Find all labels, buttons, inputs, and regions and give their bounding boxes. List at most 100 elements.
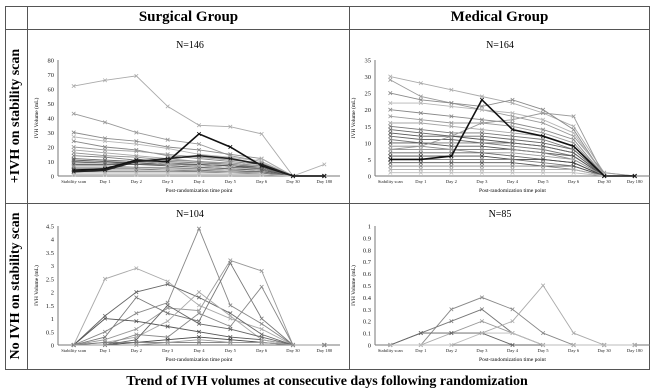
y-axis-label: IVH Volume (mL) xyxy=(350,97,357,138)
data-point-marker xyxy=(388,130,393,135)
x-tick-label: Stability scan xyxy=(61,348,87,353)
x-tick-label: Day 1 xyxy=(415,179,427,184)
data-point-marker xyxy=(418,342,423,348)
data-point-marker xyxy=(449,114,454,119)
series-line xyxy=(73,227,325,346)
data-point-marker xyxy=(134,311,139,316)
data-point-marker xyxy=(449,157,454,162)
y-tick-label: 20 xyxy=(48,145,55,152)
data-point-marker xyxy=(602,342,607,348)
data-point-marker xyxy=(449,147,454,152)
data-point-marker xyxy=(418,144,423,149)
data-point-marker xyxy=(102,120,108,125)
data-point-marker xyxy=(540,110,546,116)
data-point-marker xyxy=(165,137,170,142)
data-point-marker xyxy=(388,157,393,162)
data-point-marker xyxy=(449,104,454,109)
series-line xyxy=(73,285,325,346)
y-tick-label: 0.5 xyxy=(46,329,54,336)
data-point-marker xyxy=(479,154,485,159)
data-point-marker xyxy=(449,170,454,175)
data-point-marker xyxy=(259,334,264,340)
y-tick-label: 0.1 xyxy=(363,331,371,338)
y-tick-label: 1 xyxy=(368,224,371,231)
data-point-marker xyxy=(449,137,454,142)
data-point-marker xyxy=(449,331,454,336)
data-point-marker xyxy=(479,147,485,152)
data-point-marker xyxy=(71,84,76,89)
data-point-marker xyxy=(134,130,139,135)
data-point-marker xyxy=(571,163,576,169)
data-point-marker xyxy=(196,123,202,128)
x-tick-label: Day 4 xyxy=(507,179,519,184)
data-point-marker xyxy=(290,342,296,348)
data-point-marker xyxy=(449,124,454,129)
y-tick-label: 0.8 xyxy=(363,247,371,254)
data-point-marker xyxy=(540,154,546,159)
y-tick-label: 80 xyxy=(48,58,55,65)
data-point-marker xyxy=(571,157,576,162)
data-point-marker xyxy=(259,268,264,274)
data-point-marker xyxy=(196,172,202,177)
data-point-marker xyxy=(510,150,515,155)
data-point-marker xyxy=(418,137,423,142)
data-point-marker xyxy=(510,134,515,139)
data-point-marker xyxy=(510,307,515,312)
data-point-marker xyxy=(540,140,546,145)
data-point-marker xyxy=(71,342,76,348)
data-point-marker xyxy=(102,342,108,348)
x-tick-label: Day 1 xyxy=(415,348,427,353)
data-point-marker xyxy=(196,131,202,137)
data-point-marker xyxy=(510,110,515,116)
y-tick-label: 60 xyxy=(48,87,55,94)
x-tick-label: Stability scan xyxy=(378,348,404,353)
series-line xyxy=(390,284,635,346)
data-point-marker xyxy=(259,156,264,161)
data-point-marker xyxy=(165,303,170,308)
x-tick-label: Day 180 xyxy=(316,179,332,184)
data-point-marker xyxy=(388,170,393,175)
data-point-marker xyxy=(479,144,485,149)
data-point-marker xyxy=(449,160,454,165)
data-point-marker xyxy=(165,324,170,329)
data-point-marker xyxy=(418,140,423,145)
data-point-marker xyxy=(388,124,393,129)
header-medical-group: Medical Group xyxy=(450,9,549,25)
data-point-marker xyxy=(102,316,108,321)
data-point-marker xyxy=(540,134,546,139)
data-point-marker xyxy=(259,316,264,321)
data-point-marker xyxy=(290,173,296,179)
data-point-marker xyxy=(479,127,485,132)
y-tick-label: 4 xyxy=(51,237,55,244)
data-point-marker xyxy=(479,167,485,172)
data-point-marker xyxy=(388,167,393,172)
y-tick-label: 30 xyxy=(365,74,372,81)
data-point-marker xyxy=(134,159,139,164)
y-tick-label: 0.4 xyxy=(363,295,372,302)
data-point-marker xyxy=(418,127,423,132)
data-point-marker xyxy=(388,147,393,152)
data-point-marker xyxy=(479,319,485,324)
x-tick-label: Day 30 xyxy=(286,348,300,353)
series-line xyxy=(390,79,635,177)
data-point-marker xyxy=(418,120,423,126)
data-point-marker xyxy=(134,290,139,295)
y-tick-label: 0.5 xyxy=(363,283,371,290)
data-point-marker xyxy=(479,307,485,312)
data-point-marker xyxy=(449,130,454,135)
x-tick-label: Day 180 xyxy=(627,179,643,184)
data-point-marker xyxy=(571,154,576,159)
data-point-marker xyxy=(418,110,423,116)
data-point-marker xyxy=(540,160,546,165)
data-point-marker xyxy=(388,150,393,155)
data-point-marker xyxy=(134,172,139,177)
x-tick-label: Day 4 xyxy=(193,179,205,184)
data-point-marker xyxy=(228,313,233,318)
data-point-marker xyxy=(571,130,576,135)
data-point-marker xyxy=(540,147,546,152)
data-point-marker xyxy=(540,170,546,175)
data-point-marker xyxy=(571,160,576,165)
data-point-marker xyxy=(228,340,233,345)
y-axis-label: IVH Volume (mL) xyxy=(350,265,357,306)
series-line xyxy=(73,283,325,346)
